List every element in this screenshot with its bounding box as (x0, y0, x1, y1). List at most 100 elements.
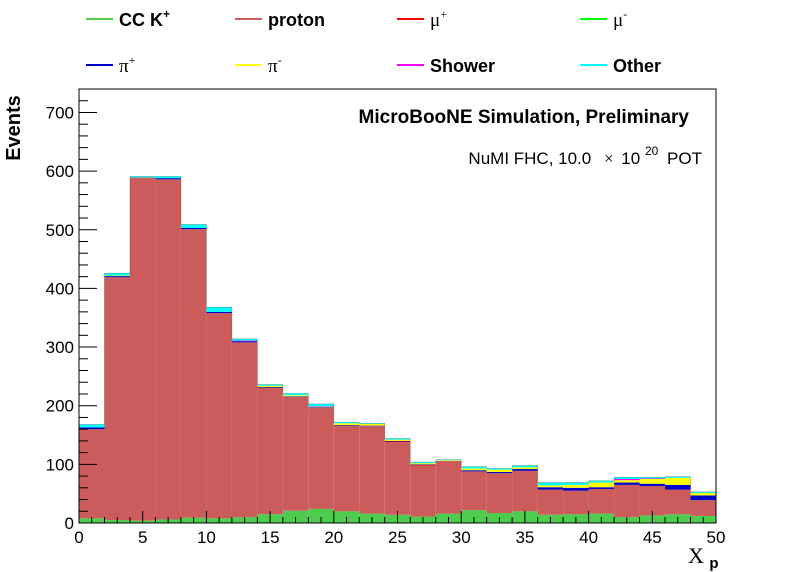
bar-2-bin-2 (104, 277, 130, 521)
legend-sup-4: - (623, 7, 627, 21)
bar-6-bin-17 (486, 469, 513, 472)
legend-text-4: μ (613, 10, 623, 31)
bar-3-bin-13 (384, 441, 411, 443)
bar-8-bin-9 (282, 393, 309, 396)
bar-2-bin-6 (206, 313, 232, 519)
bar-8-bin-19 (537, 482, 564, 486)
subtitle-base: 10 (621, 149, 640, 168)
axes: 0 5 10 15 20 25 30 35 40 45 5001002003004005006007… (46, 88, 725, 547)
chart-title: MicroBooNE Simulation, Preliminary (359, 107, 690, 128)
y-tick-label-3: 200 (46, 397, 74, 416)
bar-6-bin-18 (512, 467, 538, 470)
bar-5-bin-18 (512, 469, 538, 471)
bar-8-bin-11 (333, 422, 360, 424)
bar-2-bin-13 (384, 442, 411, 515)
bar-8-bin-24 (665, 476, 691, 478)
x-tick-label-5: 20 (324, 528, 343, 547)
bar-8-bin-5 (180, 224, 207, 228)
subtitle-exponent: 20 (645, 144, 659, 158)
legend-entry-6: π- (235, 53, 282, 77)
bar-5-bin-8 (257, 386, 283, 388)
legend-text-7: Shower (430, 56, 495, 76)
legend-text-8: Other (613, 56, 661, 76)
bar-5-bin-16 (461, 470, 487, 472)
bar-2-bin-12 (359, 426, 385, 514)
bar-5-bin-11 (333, 425, 360, 426)
bar-8-bin-3 (129, 176, 156, 178)
x-tick-label-3: 10 (197, 528, 216, 547)
legend-sup-5: + (129, 53, 136, 67)
bar-5-bin-6 (206, 311, 232, 314)
bar-5-bin-25 (690, 495, 716, 501)
bar-6-bin-25 (690, 493, 716, 496)
bar-2-bin-25 (690, 500, 716, 516)
bar-8-bin-12 (359, 423, 385, 424)
bar-8-bin-18 (512, 465, 538, 468)
bar-6-bin-2 (104, 275, 130, 277)
histogram-bars (78, 176, 717, 523)
bar-5-bin-1 (79, 427, 105, 430)
bar-2-bin-18 (512, 470, 538, 512)
legend-label-4: μ- (613, 7, 627, 31)
bar-6-bin-13 (384, 439, 411, 441)
x-tick-label-4: 15 (261, 528, 280, 547)
bar-2-bin-1 (79, 429, 105, 519)
bar-5-bin-17 (486, 471, 513, 474)
bar-2-bin-16 (461, 471, 487, 511)
bar-7-bin-22 (614, 479, 640, 481)
subtitle-text: NuMI FHC, 10.0 (468, 149, 591, 168)
x-tick-label-6: 25 (388, 528, 407, 547)
bar-5-bin-13 (384, 440, 411, 442)
bar-3-bin-14 (410, 464, 436, 466)
bar-2-bin-17 (486, 473, 513, 514)
legend-text-3: μ (430, 10, 440, 31)
bar-6-bin-16 (461, 468, 487, 471)
bar-6-bin-24 (665, 477, 691, 485)
bar-8-bin-16 (461, 466, 487, 469)
y-tick-label-8: 700 (46, 103, 74, 122)
legend-entry-5: π+ (86, 53, 136, 77)
bar-8-bin-2 (104, 273, 130, 276)
bar-7-bin-10 (308, 406, 334, 407)
bar-8-bin-1 (79, 424, 105, 428)
bar-5-bin-10 (308, 407, 334, 409)
legend-entry-1: CC K+ (86, 7, 170, 30)
bar-6-bin-14 (410, 463, 436, 465)
x-tick-label-2: 5 (138, 528, 147, 547)
y-axis-label: Events (3, 95, 25, 161)
bar-2-bin-24 (665, 489, 691, 515)
y-tick-label-1: 0 (65, 514, 74, 533)
x-tick-label-8: 35 (515, 528, 534, 547)
bar-1-bin-9 (282, 510, 309, 523)
y-tick-label-5: 400 (46, 279, 74, 298)
legend-text-1: CC K (119, 10, 163, 30)
legend-text-5: π (119, 56, 129, 77)
bar-8-bin-23 (639, 477, 666, 479)
bar-5-bin-4 (155, 178, 181, 180)
bar-6-bin-23 (639, 479, 666, 484)
x-tick-label-1: 0 (74, 528, 83, 547)
bar-8-bin-8 (257, 384, 283, 386)
bar-8-bin-14 (410, 462, 436, 464)
bar-5-bin-22 (614, 482, 640, 485)
bar-8-bin-20 (563, 482, 589, 485)
bar-5-bin-21 (588, 487, 615, 489)
bar-6-bin-20 (563, 484, 589, 488)
y-tick-label-4: 300 (46, 338, 74, 357)
x-axis-label: X p (688, 543, 719, 572)
bar-8-bin-22 (614, 477, 640, 480)
bar-6-bin-12 (359, 423, 385, 426)
bar-5-bin-20 (563, 487, 589, 491)
legend-label-6: π- (268, 53, 282, 77)
bar-1-bin-16 (461, 510, 487, 523)
bar-2-bin-4 (155, 179, 181, 520)
legend-entry-3: μ+ (397, 7, 447, 31)
bar-2-bin-22 (614, 484, 640, 518)
legend-label-5: π+ (119, 53, 136, 77)
legend-label-8: Other (613, 56, 661, 76)
bar-2-bin-3 (129, 177, 156, 521)
legend-entry-2: proton (235, 10, 325, 30)
bar-2-bin-7 (231, 342, 258, 518)
bar-8-bin-4 (155, 176, 181, 179)
